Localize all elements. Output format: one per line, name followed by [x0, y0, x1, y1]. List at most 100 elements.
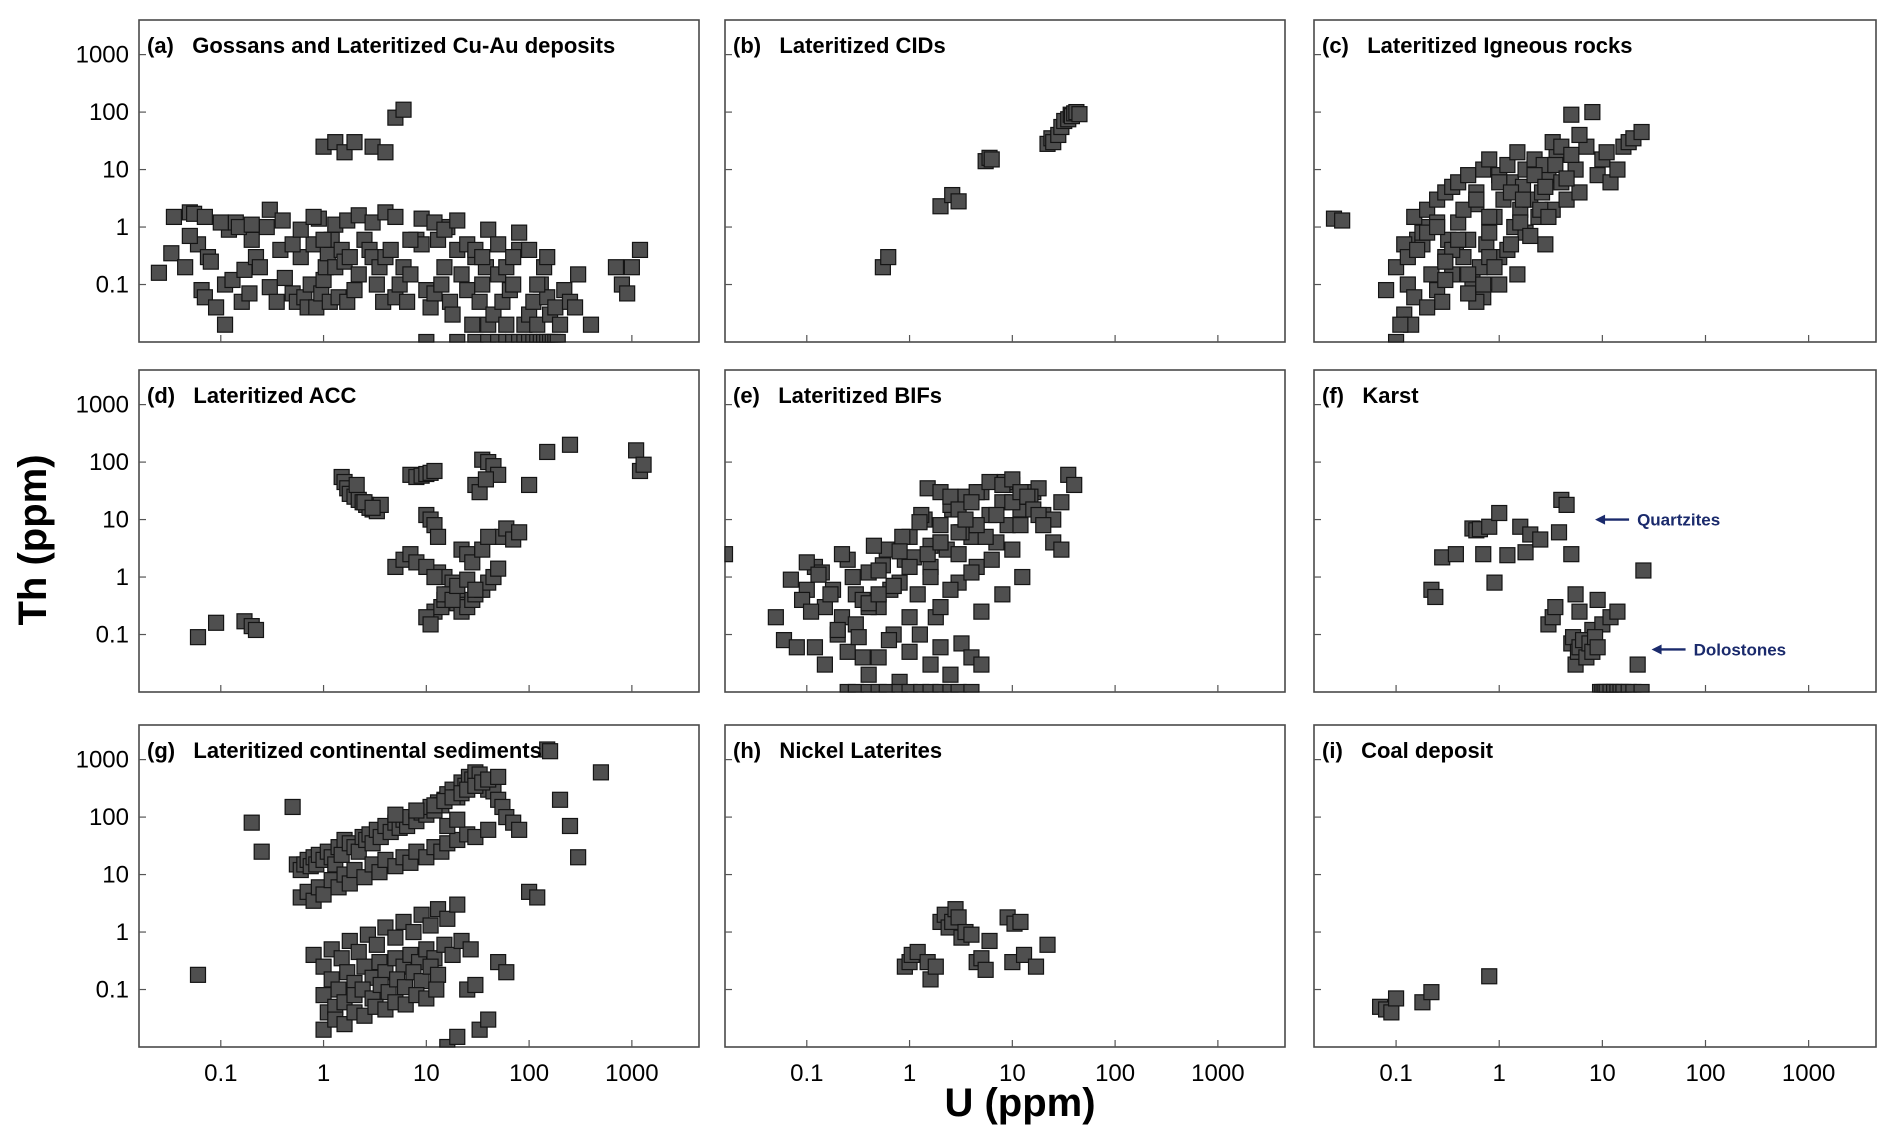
- xtick-label: 1: [317, 1060, 330, 1087]
- data-point: [880, 631, 898, 649]
- data-point: [216, 316, 234, 333]
- data-point: [1053, 541, 1070, 558]
- data-point: [1387, 990, 1405, 1007]
- panel-i: 0.1 1 10 100 1000 (i) Coal deposit: [1313, 724, 1877, 1087]
- data-point: [810, 566, 827, 583]
- data-point: [449, 896, 466, 913]
- data-point: [467, 976, 484, 994]
- data-point: [346, 281, 363, 299]
- ytick-label: 0.1: [96, 622, 129, 649]
- data-point: [177, 259, 194, 276]
- data-point: [541, 743, 559, 760]
- data-point: [592, 764, 610, 781]
- data-point: [1563, 546, 1580, 563]
- data-point: [973, 656, 990, 673]
- data-point: [477, 471, 495, 488]
- data-point: [950, 909, 967, 926]
- data-point: [498, 964, 515, 981]
- data-point: [1509, 144, 1526, 161]
- data-point: [348, 476, 365, 494]
- data-point: [833, 546, 851, 563]
- data-point: [570, 266, 587, 283]
- xtick-label: 1000: [1782, 1060, 1835, 1087]
- data-point: [449, 212, 466, 229]
- data-point: [471, 293, 488, 310]
- data-point: [922, 656, 939, 673]
- data-point: [1012, 517, 1029, 534]
- data-point: [953, 635, 970, 652]
- ytick-label: 10: [102, 862, 129, 889]
- data-point: [957, 511, 974, 528]
- y-axis-label: Th (ppm): [11, 454, 55, 625]
- data-point: [521, 241, 538, 259]
- data-point: [387, 929, 404, 946]
- data-point: [561, 436, 579, 453]
- data-point: [439, 910, 456, 927]
- data-point: [368, 936, 385, 953]
- data-point: [511, 821, 528, 838]
- xtick-label: 0.1: [790, 1060, 823, 1087]
- data-point: [631, 241, 649, 259]
- data-point: [444, 306, 461, 323]
- xtick-label: 1000: [1191, 1060, 1244, 1087]
- ytick-label: 1000: [76, 392, 129, 419]
- data-point: [880, 248, 897, 266]
- data-point: [1517, 544, 1534, 561]
- xtick-label: 1000: [605, 1060, 658, 1087]
- data-point: [418, 333, 435, 343]
- data-point: [570, 849, 587, 866]
- data-point: [901, 609, 918, 626]
- data-point: [1468, 191, 1485, 208]
- data-point: [551, 316, 569, 333]
- data-point: [490, 768, 507, 786]
- data-point: [1537, 236, 1554, 253]
- data-point: [243, 216, 260, 233]
- data-point: [529, 276, 546, 293]
- data-point: [1633, 123, 1650, 141]
- data-point: [274, 212, 291, 229]
- panel-b-frame: [724, 19, 1286, 343]
- panel-b: (b) Lateritized CIDs: [724, 19, 1286, 343]
- panel-g: 0.1 0.1 1 1 10 10 100 100 1000 1000 (g) Lateritize…: [76, 724, 700, 1087]
- data-point: [429, 528, 447, 545]
- data-point: [261, 279, 278, 296]
- data-point: [462, 941, 479, 958]
- data-point: [963, 494, 980, 511]
- data-point: [922, 568, 939, 586]
- data-point: [983, 551, 1000, 568]
- data-point: [860, 666, 877, 683]
- data-point: [1027, 958, 1045, 975]
- data-point: [1481, 224, 1498, 241]
- data-point: [816, 656, 833, 673]
- panel-c: (c) Lateritized Igneous rocks: [1313, 19, 1877, 343]
- data-point: [449, 333, 466, 343]
- data-point: [1434, 549, 1451, 566]
- ytick-label: 1: [116, 564, 129, 591]
- data-point: [1547, 156, 1564, 174]
- panel-h-title: (h) Nickel Laterites: [733, 738, 942, 763]
- panel-f-title: (f) Karst: [1322, 383, 1419, 408]
- data-point: [1481, 151, 1498, 168]
- data-point: [806, 639, 824, 656]
- data-point: [1460, 167, 1477, 184]
- data-point: [399, 293, 416, 310]
- data-point: [1419, 299, 1436, 316]
- data-point: [422, 917, 439, 934]
- xtick-label: 0.1: [1379, 1060, 1412, 1087]
- data-point: [189, 966, 207, 983]
- data-point: [932, 639, 949, 656]
- data-point: [395, 101, 412, 118]
- data-point: [428, 981, 445, 998]
- data-point: [1547, 598, 1564, 616]
- data-point: [885, 577, 902, 595]
- data-point: [1475, 276, 1492, 293]
- data-point: [150, 264, 168, 281]
- data-point: [932, 534, 949, 551]
- data-point: [950, 193, 967, 210]
- data-point: [521, 476, 538, 494]
- annotation-label: Quartzites: [1637, 511, 1720, 530]
- data-point: [1387, 333, 1405, 343]
- data-point: [364, 499, 381, 516]
- data-point: [1502, 236, 1520, 253]
- data-point: [539, 248, 556, 266]
